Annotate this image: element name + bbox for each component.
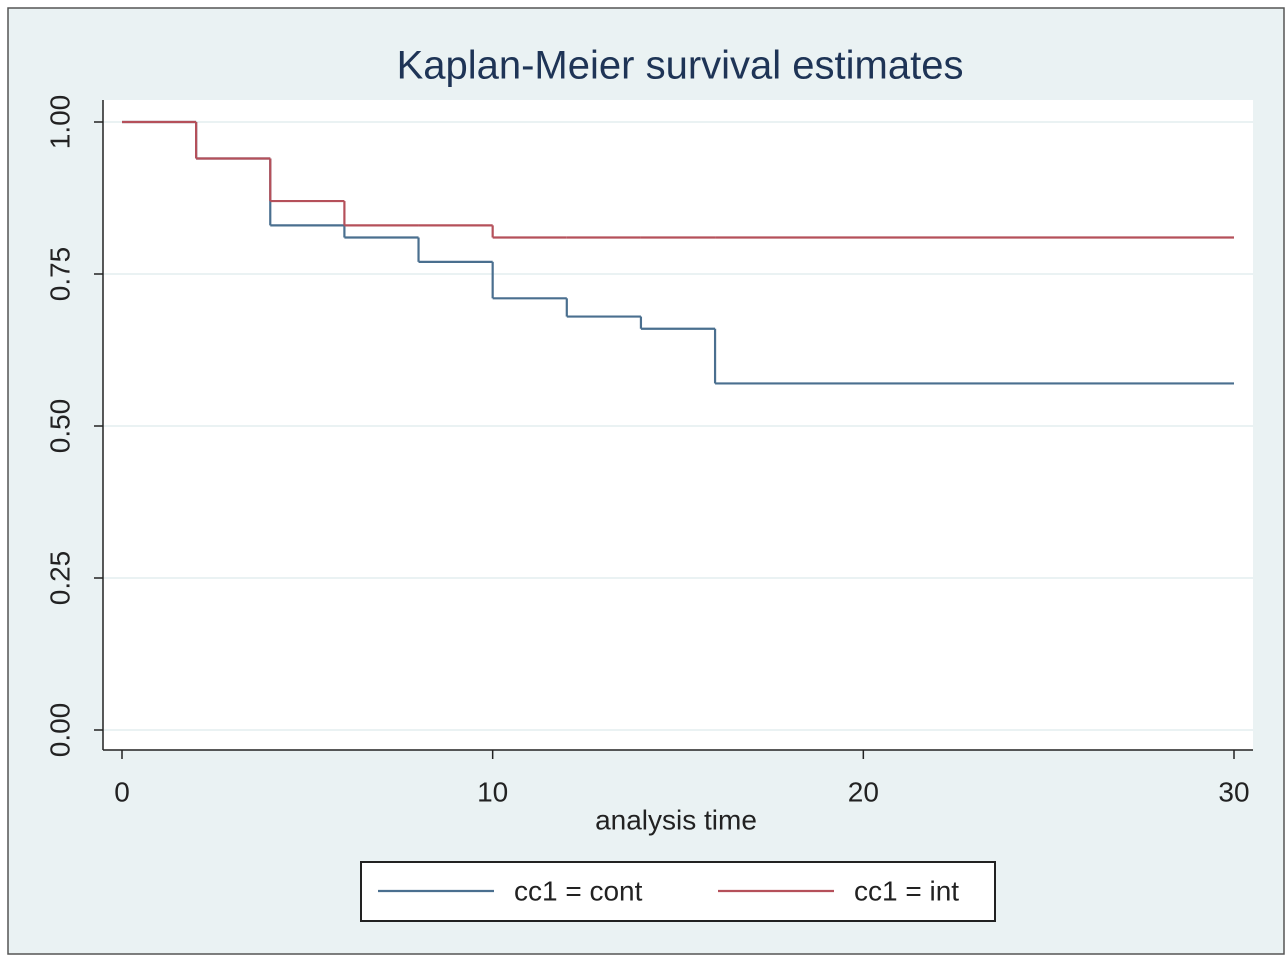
legend-label: cc1 = cont [514,875,643,906]
x-tick-label: 20 [848,776,879,807]
y-tick-label: 0.50 [44,399,75,454]
y-tick-label: 1.00 [44,95,75,150]
y-tick-label: 0.25 [44,551,75,606]
x-tick-label: 10 [477,776,508,807]
survival-curve [122,120,1234,239]
x-tick-label: 0 [114,776,130,807]
chart-title: Kaplan-Meier survival estimates [397,44,964,88]
y-tick-label: 0.75 [44,247,75,302]
x-axis-label: analysis time [595,804,757,835]
legend-label: cc1 = int [854,875,959,906]
y-tick-label: 0.00 [44,703,75,758]
x-tick-label: 30 [1218,776,1249,807]
